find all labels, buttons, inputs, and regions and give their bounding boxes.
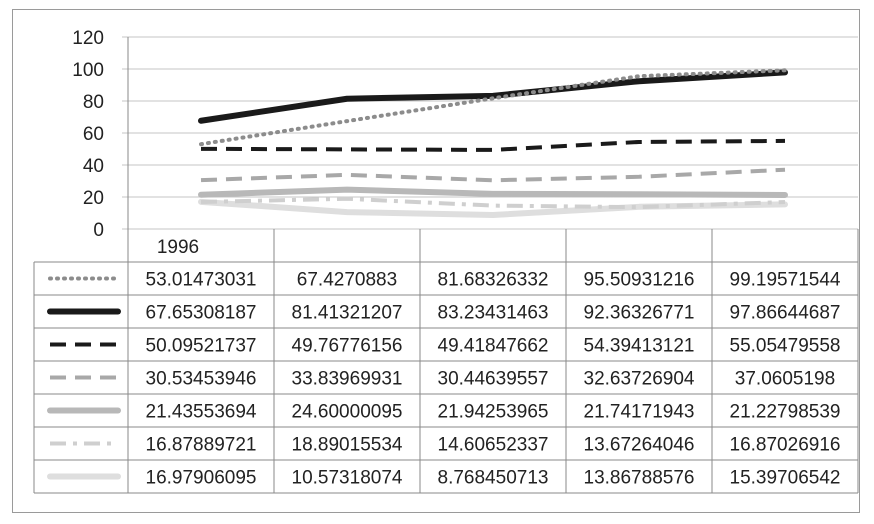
data-label: 67.65308187: [146, 303, 257, 324]
data-label: 67.4270883: [297, 270, 397, 291]
data-label: 8.768450713: [438, 468, 549, 489]
data-label: 33.83969931: [292, 369, 403, 390]
data-label: 21.22798539: [730, 402, 841, 423]
data-label: 55.05479558: [730, 336, 841, 357]
data-label: 50.09521737: [146, 336, 257, 357]
series-line-6: [200, 196, 786, 210]
series-line-4: [200, 167, 786, 183]
data-label: 16.87026916: [730, 435, 841, 456]
data-label: 24.60000095: [292, 402, 403, 423]
data-label: 49.76776156: [292, 336, 403, 357]
data-label: 30.53453946: [146, 369, 257, 390]
y-tick-label: 80: [83, 92, 104, 113]
series-line-2: [198, 69, 788, 124]
data-label: 10.57318074: [292, 468, 403, 489]
y-tick-label: 0: [93, 220, 104, 241]
data-label: 21.74171943: [584, 402, 695, 423]
y-tick-label: 60: [83, 124, 104, 145]
data-table: 1996 53.01473031 67.4270883 81.68326332 95.5…: [33, 229, 859, 494]
data-label: 21.43553694: [146, 402, 257, 423]
category-label: 1996: [157, 237, 199, 258]
data-label: 97.86644687: [730, 303, 841, 324]
series-line-7: [198, 198, 788, 218]
y-tick-label: 20: [83, 188, 104, 209]
data-label: 13.67264046: [584, 435, 695, 456]
series-line-5: [198, 186, 788, 199]
data-label: 81.68326332: [438, 270, 549, 291]
y-tick-label: 120: [72, 28, 104, 49]
data-label: 14.60652337: [438, 435, 549, 456]
data-label: 37.0605198: [735, 369, 835, 390]
data-label: 92.36326771: [584, 303, 695, 324]
data-label: 15.39706542: [730, 468, 841, 489]
data-label: 83.23431463: [438, 303, 549, 324]
data-label: 53.01473031: [146, 270, 257, 291]
y-tick-label: 40: [83, 156, 104, 177]
data-label: 54.39413121: [584, 336, 695, 357]
series-lines: [198, 68, 788, 218]
data-label: 32.63726904: [584, 369, 695, 390]
data-label: 16.87889721: [146, 435, 257, 456]
data-label: 16.97906095: [146, 468, 257, 489]
data-label: 49.41847662: [438, 336, 549, 357]
gridlines: [122, 36, 858, 493]
data-label: 21.94253965: [438, 402, 549, 423]
chart-frame: [12, 9, 860, 513]
series-line-1: [199, 68, 787, 147]
y-tick-label: 100: [72, 60, 104, 81]
data-label: 95.50931216: [584, 270, 695, 291]
y-axis-ticks: 0 20 40 60 80 100 120: [72, 28, 104, 241]
data-label: 18.89015534: [292, 435, 403, 456]
series-line-3: [200, 138, 786, 152]
data-label: 13.86788576: [584, 468, 695, 489]
data-label: 81.41321207: [292, 303, 403, 324]
data-label: 99.19571544: [730, 270, 841, 291]
data-label: 30.44639557: [438, 369, 549, 390]
